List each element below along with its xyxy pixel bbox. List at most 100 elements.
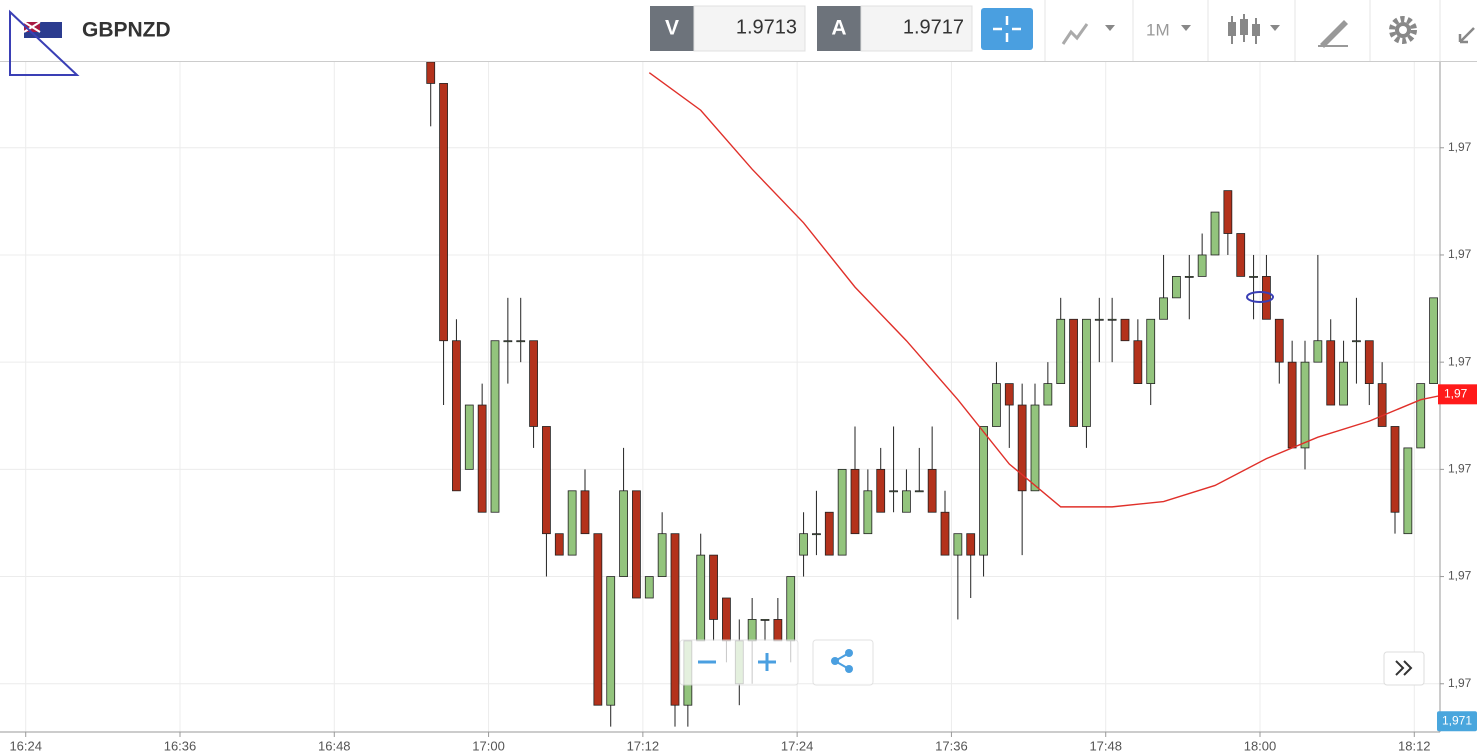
candle: [1210, 211, 1220, 256]
zoom-in[interactable]: [758, 653, 776, 671]
timeframe: 1M: [1146, 20, 1170, 39]
bid-box[interactable]: V 1.9713: [650, 5, 806, 52]
candle: [1107, 297, 1117, 363]
candle-body: [709, 554, 718, 620]
candle-body: [503, 340, 513, 343]
candle: [1274, 318, 1284, 384]
grid: [0, 62, 1440, 732]
candle-body: [439, 83, 448, 342]
candle: [953, 533, 963, 620]
candle: [657, 512, 667, 577]
candle: [992, 362, 1001, 427]
candle-body: [1300, 361, 1310, 449]
candle: [1197, 233, 1207, 277]
ask-price: 1.9717: [903, 16, 964, 38]
candle-body: [1416, 383, 1426, 449]
triangle-drawing[interactable]: [9, 9, 80, 76]
candle-body: [1197, 254, 1207, 277]
candle: [632, 490, 641, 599]
candle-body: [619, 490, 628, 577]
symbol: GBPNZD: [82, 19, 171, 42]
y-tick-label: 1,97: [1448, 676, 1472, 690]
candle-body: [1236, 233, 1246, 277]
candle-body: [747, 619, 757, 642]
settings-button[interactable]: [1389, 16, 1417, 44]
candle-body: [812, 533, 821, 536]
x-tick-label: 18:00: [1244, 738, 1277, 753]
candle: [1249, 254, 1258, 320]
candle-body: [1120, 318, 1130, 342]
x-tick-label: 17:48: [1089, 738, 1122, 753]
candle-body: [1339, 361, 1348, 406]
cursor-price-label: 1,971: [1442, 713, 1472, 727]
candle-body: [1429, 297, 1438, 384]
crosshair-button[interactable]: [981, 8, 1033, 50]
candle-body: [1377, 383, 1387, 427]
axes: 1,97 1,97 1,97 1,97 1,97 1,97 16:24 16:36 16:48 1…: [9, 140, 1477, 753]
candle-body: [1364, 340, 1374, 385]
candle-body: [824, 511, 834, 556]
bid-price: 1.9713: [736, 16, 797, 38]
candle: [1159, 254, 1168, 320]
candle: [889, 426, 898, 513]
candle-body: [1004, 383, 1014, 406]
candle-style-button[interactable]: [1228, 14, 1280, 44]
candle-body: [1172, 275, 1181, 299]
candle: [979, 426, 988, 577]
candle: [1403, 447, 1413, 535]
candle-body: [1403, 447, 1413, 535]
candle: [1043, 362, 1053, 406]
timeframe-button[interactable]: 1M: [1146, 20, 1191, 39]
candle: [1313, 254, 1323, 363]
candle: [1429, 297, 1438, 384]
candle-body: [606, 576, 616, 706]
chart-type-button[interactable]: [1061, 23, 1115, 45]
x-tick-label: 17:12: [627, 738, 660, 753]
candle-body: [477, 404, 487, 513]
candle-body: [644, 576, 654, 599]
candle-body: [1210, 211, 1220, 256]
ellipse-drawing[interactable]: [1246, 291, 1274, 303]
candle: [670, 533, 680, 727]
y-tick-label: 1,97: [1448, 247, 1472, 261]
candle: [940, 490, 950, 556]
candle: [1004, 383, 1014, 448]
ask-box[interactable]: A 1.9717: [817, 5, 973, 52]
candle: [1146, 318, 1156, 406]
draw-button[interactable]: [1318, 20, 1348, 48]
x-tick-label: 16:36: [164, 738, 197, 753]
candle-body: [1352, 340, 1361, 343]
candle: [490, 340, 500, 513]
candle: [1082, 318, 1091, 448]
candle: [1030, 383, 1040, 492]
y-tick-label: 1,97: [1448, 462, 1472, 476]
candle-body: [1262, 275, 1271, 320]
candle: [580, 469, 590, 535]
candle: [1172, 275, 1181, 299]
y-tick-label: 1,97: [1448, 354, 1472, 368]
candle: [966, 533, 976, 598]
candle: [709, 554, 718, 641]
scroll-end-button[interactable]: [1383, 651, 1425, 686]
candle: [863, 469, 873, 535]
candle-body: [1030, 404, 1040, 492]
fullscreen-button[interactable]: [1458, 27, 1475, 44]
share-button[interactable]: [812, 639, 874, 686]
candle: [529, 340, 538, 448]
candle-body: [580, 490, 590, 535]
candle: [799, 512, 808, 577]
candle: [1120, 318, 1130, 342]
bid-label: V: [665, 17, 679, 40]
x-tick-label: 18:12: [1398, 738, 1431, 753]
candle-body: [1146, 318, 1156, 384]
x-tick-label: 17:36: [935, 738, 968, 753]
candle: [914, 447, 924, 493]
y-tick-label: 1,97: [1448, 140, 1472, 154]
candle-body: [940, 511, 950, 556]
candle-body: [1082, 318, 1091, 427]
candle: [696, 533, 706, 642]
candle-body: [914, 490, 924, 493]
candle-body: [542, 426, 551, 535]
candle: [593, 533, 603, 706]
candle-body: [1159, 297, 1168, 320]
